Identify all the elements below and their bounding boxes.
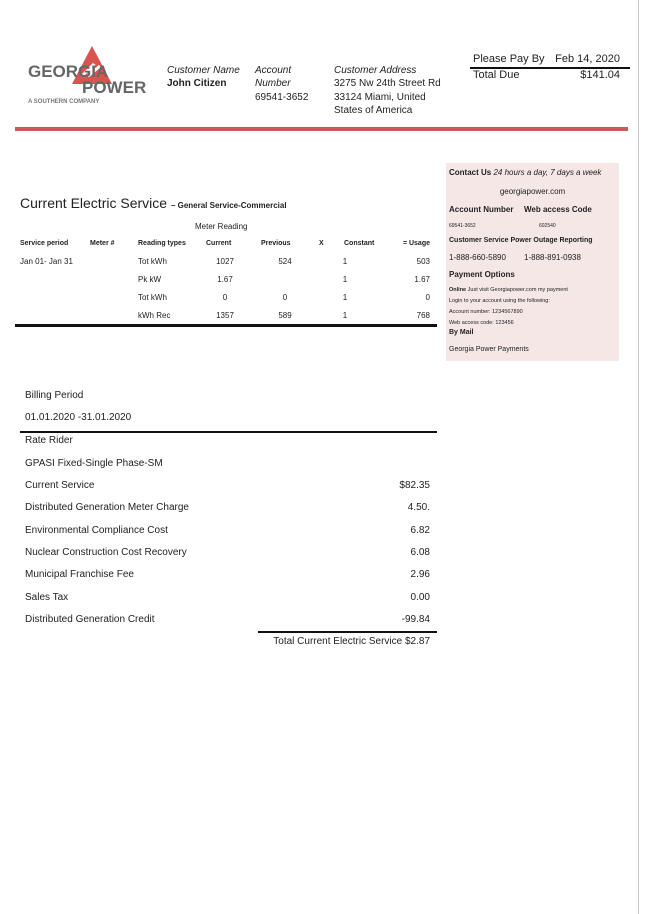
charge-label: Current Service [25,480,95,491]
divider [15,324,437,327]
service-title: Current Electric Service – General Servi… [20,195,287,211]
pay-by-label: Please Pay By [473,53,545,65]
reading-usage: 1.67 [414,275,430,284]
service-period: Jan 01- Jan 31 [20,257,73,266]
charge-label: Distributed Generation Meter Charge [25,502,189,514]
online-text: Just visit Georgiapower.com my payment [467,287,568,293]
reading-usage: 768 [416,311,430,320]
reading-previous: 524 [278,257,292,266]
web-code: 602540 [539,223,556,229]
divider [20,431,437,433]
address-label: Customer Address [334,65,417,76]
divider [258,631,437,633]
reading-usage: 0 [425,293,430,302]
billing-total: Total Current Electric Service $2.87 [273,636,430,647]
column-header: Current [206,240,232,247]
account-number-label: Account Number [449,205,514,214]
charge-label: Sales Tax [25,591,69,603]
address-line: 3275 Nw 24th Street Rd [334,78,441,89]
reading-current: 1.67 [217,275,233,284]
online-payment: Online Just visit Georgiapower.com my pa… [449,287,568,293]
website-link[interactable]: georgiapower.com [499,187,566,196]
reading-type: Tot kWh [138,257,167,266]
outage-phone: 1-888-891-0938 [524,253,581,262]
column-header: Reading types [138,240,186,247]
account-number: 69541-3652 [255,92,309,103]
account-label: Number [255,78,291,89]
payment-options-title: Payment Options [449,270,515,279]
total-due: $141.04 [580,69,620,81]
account-text: Account number: 1234567890 [449,309,523,315]
reading-previous: 589 [278,311,292,320]
column-header: Service period [20,240,69,247]
logo-tagline: A SOUTHERN COMPANY [28,99,100,105]
address-line: States of America [334,105,413,116]
customer-service-phone: 1-888-660-5890 [449,253,506,262]
login-text: Login to your account using the followin… [449,298,550,304]
reading-previous: 0 [282,293,288,302]
page-edge [638,0,639,914]
reading-type: kWh Rec [138,311,171,320]
charge-amount: 0.00 [410,591,430,603]
account-label: Account [255,65,292,76]
logo-text: GEORGIA [28,62,109,81]
rate-rider-label: Rate Rider [25,435,73,446]
rate: GPASI Fixed-Single Phase-SM [25,458,163,469]
reading-constant: 1 [342,275,348,284]
column-header: = Usage [402,240,430,247]
reading-usage: 503 [416,257,430,266]
charge-amount: $82.35 [399,480,430,491]
address-line: 33124 Miami, United [334,92,426,103]
charge-amount: 4.50. [407,502,430,514]
charge-amount: -99.84 [401,613,430,625]
column-header: X [319,240,324,247]
logo-triangle-icon [72,46,112,84]
customer-name-label: Customer Name [167,65,240,76]
code-text: Web access code: 123456 [449,320,514,326]
billing-period-label: Billing Period [25,390,84,401]
column-header: Previous [261,240,291,247]
charge-label: Distributed Generation Credit [25,613,155,625]
reading-current: 1357 [216,311,234,320]
divider [470,67,630,69]
contact-title: Contact Us [449,168,492,177]
billing-period: 01.01.2020 -31.01.2020 [25,412,132,423]
service-label: Customer Service Power Outage Reporting [449,237,593,244]
reading-type: Pk kW [138,275,162,284]
reading-constant: 1 [342,257,348,266]
total-due-label: Total Due [473,69,520,81]
service-subtitle: – General Service-Commercial [170,201,287,210]
contact-heading: Contact Us 24 hours a day, 7 days a week [449,168,601,177]
account-number: 69541-3652 [449,223,476,229]
reading-constant: 1 [342,293,348,302]
service-title-text: Current Electric Service [20,195,168,211]
reading-current: 0 [222,293,228,302]
column-header: Constant [344,240,375,247]
online-label: Online [449,287,467,293]
charge-amount: 2.96 [410,569,430,581]
column-header: Meter # [90,240,115,247]
header-bar [15,127,628,131]
meter-reading-label: Meter Reading [195,222,248,231]
customer-name: John Citizen [167,78,227,89]
charge-label: Municipal Franchise Fee [25,569,134,581]
charge-label: Nuclear Construction Cost Recovery [25,546,187,558]
charge-amount: 6.82 [410,524,430,536]
pay-by-date: Feb 14, 2020 [555,53,620,65]
reading-type: Tot kWh [138,293,167,302]
reading-current: 1027 [216,257,234,266]
contact-box: Contact Us 24 hours a day, 7 days a week… [446,163,619,361]
mail-label: By Mail [449,329,474,336]
charge-amount: 6.08 [410,546,430,558]
charge-label: Environmental Compliance Cost [25,524,168,536]
web-code-label: Web access Code [524,205,592,214]
contact-hours: 24 hours a day, 7 days a week [493,168,602,177]
logo-text: POWER [82,78,147,97]
mail-text: Georgia Power Payments [449,346,529,353]
reading-constant: 1 [342,311,348,320]
